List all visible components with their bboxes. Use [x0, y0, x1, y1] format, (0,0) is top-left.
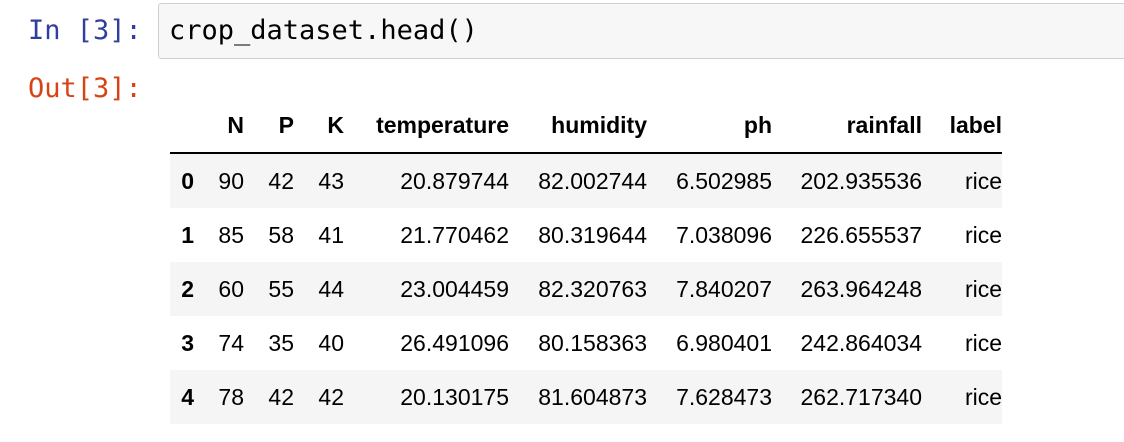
- row-index: 3: [181, 329, 194, 356]
- code-text: crop_dataset.head(): [169, 15, 478, 46]
- cell-ph: 7.038096: [676, 221, 772, 248]
- output-prompt: Out[3]:: [28, 73, 142, 104]
- cell-ph: 7.840207: [676, 275, 772, 302]
- column-header-p: P: [244, 98, 294, 154]
- table-header: N P K temperature humidity ph rainfall l…: [170, 98, 1002, 154]
- cell-rainfall: 262.717340: [800, 383, 922, 410]
- cell-temperature: 23.004459: [400, 275, 509, 302]
- cell-ph: 7.628473: [676, 383, 772, 410]
- table-row: 4 78 42 42 20.130175 81.604873 7.628473 …: [170, 370, 1002, 424]
- cell-n: 90: [218, 167, 244, 194]
- cell-humidity: 81.604873: [538, 383, 647, 410]
- input-prompt: In [3]:: [28, 15, 142, 46]
- table-row: 2 60 55 44 23.004459 82.320763 7.840207 …: [170, 262, 1002, 316]
- cell-p: 55: [268, 275, 294, 302]
- table-row: 3 74 35 40 26.491096 80.158363 6.980401 …: [170, 316, 1002, 370]
- cell-label: rice: [964, 221, 1002, 248]
- code-cell-editor[interactable]: crop_dataset.head(): [158, 3, 1124, 59]
- dataframe-table: N P K temperature humidity ph rainfall l…: [170, 98, 1002, 424]
- cell-rainfall: 263.964248: [800, 275, 922, 302]
- cell-n: 60: [218, 275, 244, 302]
- cell-p: 42: [268, 167, 294, 194]
- cell-temperature: 21.770462: [400, 221, 509, 248]
- cell-ph: 6.980401: [676, 329, 772, 356]
- column-header-temperature: temperature: [344, 98, 509, 154]
- cell-k: 40: [318, 329, 344, 356]
- row-index: 4: [181, 383, 194, 410]
- column-header-k: K: [294, 98, 344, 154]
- cell-p: 35: [268, 329, 294, 356]
- cell-temperature: 20.130175: [400, 383, 509, 410]
- cell-label: rice: [964, 275, 1002, 302]
- column-header-index: [170, 98, 194, 154]
- row-index: 0: [181, 167, 194, 194]
- cell-rainfall: 242.864034: [800, 329, 922, 356]
- cell-humidity: 82.002744: [538, 167, 647, 194]
- header-row: N P K temperature humidity ph rainfall l…: [170, 98, 1002, 154]
- column-header-ph: ph: [647, 98, 772, 154]
- cell-k: 43: [318, 167, 344, 194]
- column-header-rainfall: rainfall: [772, 98, 922, 154]
- cell-temperature: 20.879744: [400, 167, 509, 194]
- cell-rainfall: 226.655537: [800, 221, 922, 248]
- column-header-humidity: humidity: [509, 98, 647, 154]
- column-header-label: label: [922, 98, 1002, 154]
- cell-k: 42: [318, 383, 344, 410]
- cell-label: rice: [964, 329, 1002, 356]
- column-header-n: N: [194, 98, 244, 154]
- row-index: 1: [181, 221, 194, 248]
- cell-humidity: 82.320763: [538, 275, 647, 302]
- table-row: 0 90 42 43 20.879744 82.002744 6.502985 …: [170, 153, 1002, 208]
- cell-label: rice: [964, 167, 1002, 194]
- cell-humidity: 80.158363: [538, 329, 647, 356]
- cell-k: 44: [318, 275, 344, 302]
- cell-p: 42: [268, 383, 294, 410]
- cell-k: 41: [318, 221, 344, 248]
- cell-label: rice: [964, 383, 1002, 410]
- cell-n: 74: [218, 329, 244, 356]
- table-row: 1 85 58 41 21.770462 80.319644 7.038096 …: [170, 208, 1002, 262]
- cell-temperature: 26.491096: [400, 329, 509, 356]
- cell-n: 78: [218, 383, 244, 410]
- cell-ph: 6.502985: [676, 167, 772, 194]
- cell-rainfall: 202.935536: [800, 167, 922, 194]
- row-index: 2: [181, 275, 194, 302]
- cell-n: 85: [218, 221, 244, 248]
- cell-humidity: 80.319644: [538, 221, 647, 248]
- cell-p: 58: [268, 221, 294, 248]
- table-body: 0 90 42 43 20.879744 82.002744 6.502985 …: [170, 153, 1002, 424]
